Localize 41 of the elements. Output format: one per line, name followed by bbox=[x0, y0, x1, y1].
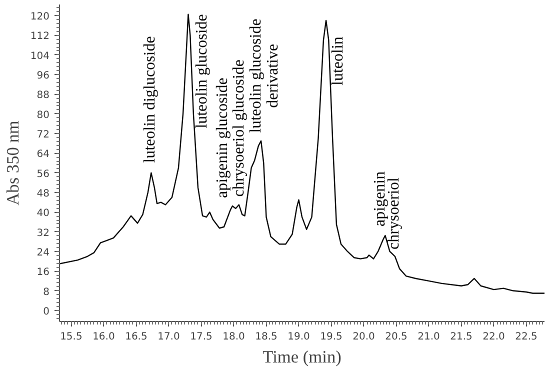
annotation: luteolin glucoside bbox=[248, 18, 265, 133]
annotation: luteolin diglucoside bbox=[142, 36, 159, 163]
x-tick-label: 22.0 bbox=[482, 332, 505, 342]
x-axis-title: Time (min) bbox=[262, 348, 342, 366]
annotation: luteolin glucoside bbox=[194, 14, 211, 128]
x-tick-label: 21.5 bbox=[450, 332, 472, 342]
y-tick-label: 80 bbox=[36, 110, 50, 121]
y-tick-label: 112 bbox=[30, 31, 50, 42]
annotation: derivative bbox=[264, 44, 282, 108]
y-tick-label: 104 bbox=[30, 50, 50, 62]
x-tick-label: 19.0 bbox=[288, 332, 310, 342]
x-tick-label: 18.5 bbox=[255, 332, 278, 342]
y-tick-label: 56 bbox=[36, 168, 50, 180]
x-tick-label: 21.0 bbox=[418, 332, 440, 342]
y-tick-label: 24 bbox=[36, 247, 50, 258]
y-axis-title: Abs 350 nm bbox=[3, 120, 22, 206]
annotation: luteolin bbox=[330, 36, 347, 86]
x-tick-label: 16.0 bbox=[92, 332, 115, 342]
y-tick-label: 0 bbox=[43, 306, 50, 318]
y-tick-label: 120 bbox=[30, 12, 50, 23]
y-tick-label: 72 bbox=[36, 130, 50, 141]
y-tick-label: 32 bbox=[36, 228, 50, 239]
annotation: apigenin glucoside bbox=[214, 78, 231, 198]
y-tick-label: 40 bbox=[36, 208, 50, 220]
x-tick-label: 18.0 bbox=[222, 332, 245, 342]
y-tick-label: 16 bbox=[36, 267, 50, 278]
y-tick-label: 96 bbox=[36, 70, 50, 82]
x-tick-label: 17.5 bbox=[190, 332, 212, 342]
annotation: chrysoeriol glucoside bbox=[230, 59, 248, 197]
x-tick-label: 15.5 bbox=[60, 332, 82, 342]
y-tick-label: 8 bbox=[43, 286, 50, 298]
y-tick-label: 64 bbox=[36, 149, 50, 160]
x-tick-label: 20.5 bbox=[385, 332, 408, 342]
y-tick-label: 88 bbox=[36, 90, 50, 102]
line-series bbox=[60, 14, 544, 294]
x-tick-label: 16.5 bbox=[125, 332, 148, 342]
x-tick-label: 19.5 bbox=[320, 332, 342, 342]
x-tick-label: 22.5 bbox=[515, 332, 538, 342]
x-tick-label: 20.0 bbox=[352, 332, 375, 342]
y-tick-label: 48 bbox=[36, 188, 50, 200]
x-tick-label: 17.0 bbox=[158, 332, 180, 342]
